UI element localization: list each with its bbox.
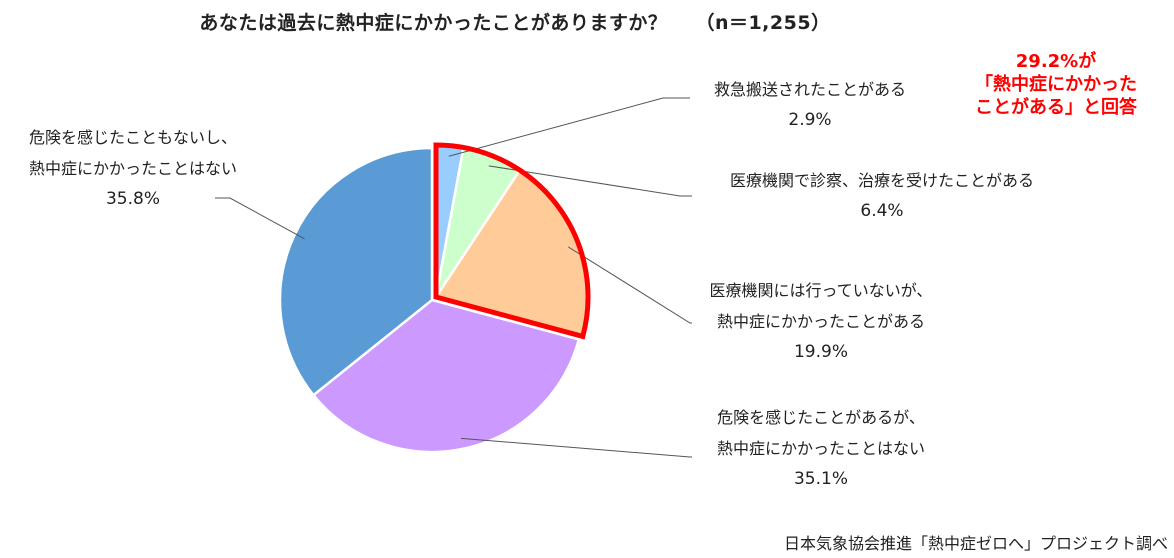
slice-label-text: 危険を感じたこともないし、 — [28, 128, 237, 147]
slice-no-danger — [278, 146, 434, 397]
chart-title: あなたは過去に熱中症にかかったことがありますか？ （n＝1,255） — [0, 8, 1030, 35]
leader-line — [567, 246, 692, 324]
slice-percent: 2.9% — [788, 110, 832, 130]
slice-label-text: 危険を感じたことがあるが、 — [717, 408, 925, 427]
highlight-callout: 29.2%が 「熱中症にかかった ことがある」と回答 — [940, 50, 1172, 119]
slice-label-text: 救急搬送されたことがある — [713, 80, 906, 99]
slice-label-text: 熱中症にかかったことはない — [716, 439, 925, 458]
source-note: 日本気象協会推進「熱中症ゼロへ」プロジェクト調べ — [783, 534, 1168, 553]
leader-line — [461, 437, 692, 458]
slice-label-untreated-heatstroke: 医療機関には行っていないが、 熱中症にかかったことがある 19.9% — [690, 275, 952, 368]
callout-line-2: 「熱中症にかかった — [975, 74, 1137, 95]
leader-line — [215, 197, 305, 240]
chart-title-text: あなたは過去に熱中症にかかったことがありますか？ — [199, 12, 668, 34]
slice-percent: 19.9% — [793, 342, 848, 362]
slice-label-text: 熱中症にかかったことがある — [716, 312, 925, 331]
leader-line — [448, 97, 690, 157]
callout-line-1: 29.2%が — [1015, 51, 1097, 72]
slice-percent: 6.4% — [860, 201, 904, 221]
slice-label-emergency-transport: 救急搬送されたことがある 2.9% — [700, 74, 920, 136]
slice-label-medical-treatment: 医療機関で診察、治療を受けたことがある 6.4% — [696, 165, 1068, 227]
slice-label-no-danger: 危険を感じたこともないし、 熱中症にかかったことはない 35.8% — [2, 122, 264, 215]
slice-percent: 35.1% — [793, 469, 848, 489]
slice-label-felt-danger: 危険を感じたことがあるが、 熱中症にかかったことはない 35.1% — [690, 402, 952, 495]
slice-percent: 35.8% — [105, 189, 160, 209]
sample-size: （n＝1,255） — [695, 12, 831, 34]
leader-line — [488, 165, 692, 197]
highlight-outline — [433, 142, 591, 340]
slice-label-text: 医療機関には行っていないが、 — [709, 281, 933, 300]
slice-felt-danger — [311, 298, 581, 454]
callout-line-3: ことがある」と回答 — [975, 97, 1137, 118]
slice-label-text: 熱中症にかかったことはない — [28, 159, 237, 178]
slice-label-text: 医療機関で診察、治療を受けたことがある — [729, 171, 1034, 190]
